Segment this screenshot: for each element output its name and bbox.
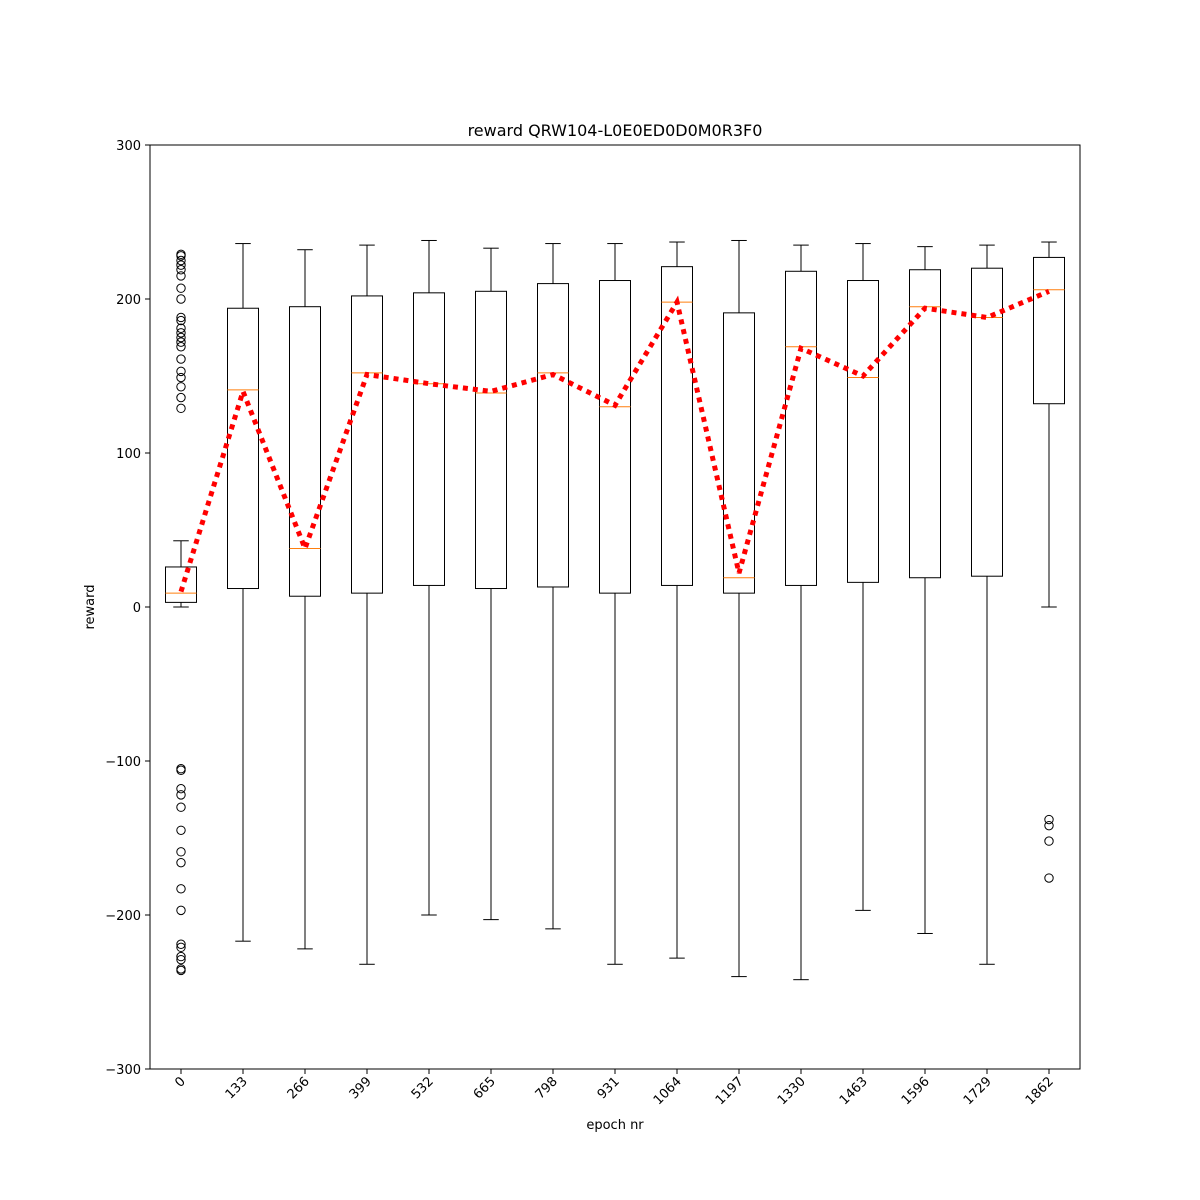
outlier-point [176,354,186,364]
x-tick-label: 1330 [775,1074,809,1108]
x-tick-label: 133 [223,1074,251,1102]
outlier-point [176,294,186,304]
x-tick-label: 1729 [961,1074,995,1108]
outlier-point [176,954,186,965]
outlier-point [176,255,186,266]
outlier-point [176,884,186,894]
outlier-point [176,939,186,949]
outlier-point [176,403,186,414]
outlier-point [1044,820,1054,831]
y-axis: −300 −200 −100 0 100 200 300 [105,139,150,1078]
outlier-point [176,382,186,392]
outlier-point [176,260,186,270]
y-tick-label: 0 [133,601,141,616]
x-axis-label: epoch nr [586,1118,644,1133]
x-tick-label: 1197 [713,1074,747,1108]
box-group-1862 [1033,241,1065,883]
mean-trend-line [178,288,1050,593]
box [289,306,321,597]
x-tick-label: 931 [595,1074,623,1102]
box-group-399 [351,244,383,965]
box [723,312,755,594]
outlier-point [176,271,186,281]
outlier-point [1044,814,1054,825]
box-group-133 [227,243,259,942]
outlier-point [176,847,186,857]
box [1033,256,1065,405]
plot-area [165,239,1065,981]
outlier-point [176,328,186,338]
x-tick-label: 665 [471,1074,499,1102]
outlier-point [176,825,186,835]
box [227,307,259,590]
box-group-1330 [785,244,817,981]
box-group-665 [475,247,507,921]
x-axis: 0 133 266 399 532 665 798 931 1064 1197 1330 1463 15… [172,1069,1057,1108]
box [599,280,631,594]
outlier-point [176,315,186,326]
box [475,290,507,590]
box [413,292,445,586]
outlier-point [176,392,186,403]
y-tick-label: −200 [105,909,141,924]
outlier-point [176,951,186,962]
outlier-point [176,337,186,347]
outlier-point [176,312,186,323]
outlier-point [176,265,186,275]
y-tick-label: −300 [105,1063,141,1078]
box-group-0 [165,249,197,976]
x-tick-label: 798 [533,1074,561,1102]
x-tick-label: 1463 [837,1074,871,1108]
x-tick-label: 1596 [899,1074,933,1108]
box-group-266 [289,249,321,950]
box-group-1596 [909,246,941,934]
box-group-1729 [971,244,1003,965]
outlier-point [176,857,186,868]
outlier-point [1044,836,1054,846]
box [537,283,569,588]
outlier-point [176,366,186,377]
outlier-point [176,251,186,261]
box-group-1463 [847,243,879,911]
outlier-point [176,942,186,953]
box-group-931 [599,243,631,965]
outlier-point [176,965,186,976]
box-group-1197 [723,239,755,978]
box-group-1064 [661,241,693,959]
box [351,295,383,594]
outlier-point [176,802,186,812]
y-tick-label: 100 [116,447,141,462]
box [847,280,879,583]
chart-title: reward QRW104-L0E0ED0D0M0R3F0 [468,121,763,140]
x-tick-label: 1064 [651,1074,685,1108]
outlier-point [176,342,186,352]
y-tick-label: 300 [116,139,141,154]
box-group-798 [537,243,569,930]
box [971,267,1003,577]
box [909,269,941,579]
outlier-point [176,790,186,800]
outlier-point [176,765,186,775]
x-tick-label: 266 [285,1074,313,1102]
box-group-532 [413,239,445,916]
outlier-point [176,283,186,293]
box [165,566,197,603]
outlier-point [176,905,186,916]
x-tick-label: 532 [409,1074,437,1102]
x-tick-label: 399 [347,1074,375,1102]
outlier-point [176,372,186,383]
y-tick-label: 200 [116,293,141,308]
y-axis-label: reward [83,584,98,629]
box [661,266,693,586]
outlier-point [176,323,186,333]
x-tick-label: 0 [172,1074,188,1090]
outlier-point [176,332,186,343]
outlier-point [176,784,186,794]
box [785,270,817,586]
x-tick-label: 1862 [1023,1074,1057,1108]
y-tick-label: −100 [105,755,141,770]
outlier-point [1044,873,1054,883]
